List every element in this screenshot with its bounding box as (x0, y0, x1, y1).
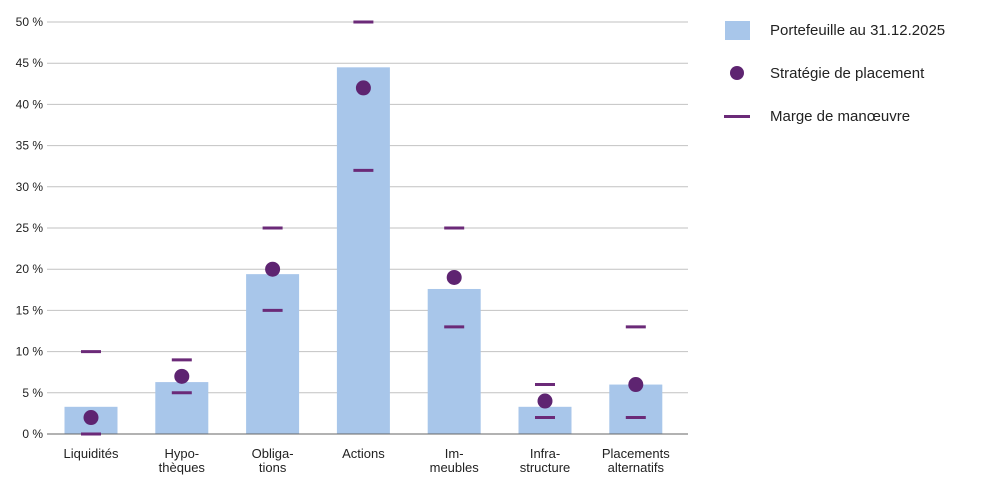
y-tick-label: 20 % (16, 262, 44, 276)
bar (336, 67, 390, 434)
y-tick-label: 10 % (16, 345, 44, 359)
legend-label-range: Marge de manœuvre (770, 107, 911, 125)
strategy-point (355, 80, 371, 96)
strategy-point (265, 261, 281, 277)
x-category-label: Hypo-thèques (159, 446, 206, 475)
strategy-point (628, 377, 644, 393)
x-category-label-line: tions (259, 460, 287, 475)
x-category-label-line: Obliga- (252, 446, 294, 461)
bar (609, 384, 663, 434)
y-tick-label: 5 % (22, 386, 43, 400)
bar (518, 406, 572, 434)
chart-legend: Portefeuille au 31.12.2025 Stratégie de … (724, 20, 979, 149)
dot-marker-icon (724, 63, 750, 83)
x-category-label-line: Im- (445, 446, 464, 461)
x-category-label-line: structure (520, 460, 571, 475)
y-tick-label: 45 % (16, 56, 44, 70)
strategy-point (537, 393, 553, 409)
bar-swatch-icon (724, 20, 750, 40)
bar (427, 288, 481, 434)
y-tick-label: 15 % (16, 303, 44, 317)
legend-item-strategy: Stratégie de placement (724, 63, 979, 83)
bar-chart: 0 % 5 % 10 % 15 % 20 % 25 % 30 % 35 % 40 % 45 % 50… (16, 15, 688, 475)
x-category-label: Actions (342, 446, 385, 461)
y-tick-label: 40 % (16, 97, 44, 111)
x-category-label-line: meubles (430, 460, 480, 475)
y-tick-label: 30 % (16, 180, 44, 194)
y-tick-label: 25 % (16, 221, 44, 235)
strategy-point (446, 269, 462, 285)
x-category-label-line: Infra- (530, 446, 560, 461)
legend-item-portfolio: Portefeuille au 31.12.2025 (724, 20, 979, 40)
bar (246, 274, 300, 434)
strategy-point (83, 410, 99, 426)
x-category-label-line: Hypo- (164, 446, 199, 461)
x-category-label: Placements alternatifs (602, 446, 670, 475)
x-category-label-line: alternatifs (608, 460, 665, 475)
x-category-label-line: Actions (342, 446, 385, 461)
y-tick-label: 50 % (16, 15, 44, 29)
x-category-label: Obliga-tions (252, 446, 294, 475)
x-category-label-line: Liquidités (64, 446, 119, 461)
bar (155, 382, 209, 434)
y-tick-label: 35 % (16, 139, 44, 153)
legend-label-strategy: Stratégie de placement (770, 64, 925, 82)
x-category-label-line: Placements (602, 446, 670, 461)
legend-item-range: Marge de manœuvre (724, 106, 979, 126)
y-tick-label: 0 % (22, 427, 43, 441)
x-category-label: Liquidités (64, 446, 119, 461)
x-category-label-line: thèques (159, 460, 206, 475)
x-category-label: Im-meubles (430, 446, 480, 475)
strategy-point (174, 368, 190, 384)
x-category-label: Infra-structure (520, 446, 571, 475)
legend-label-portfolio: Portefeuille au 31.12.2025 (770, 21, 946, 39)
dash-marker-icon (724, 106, 750, 126)
